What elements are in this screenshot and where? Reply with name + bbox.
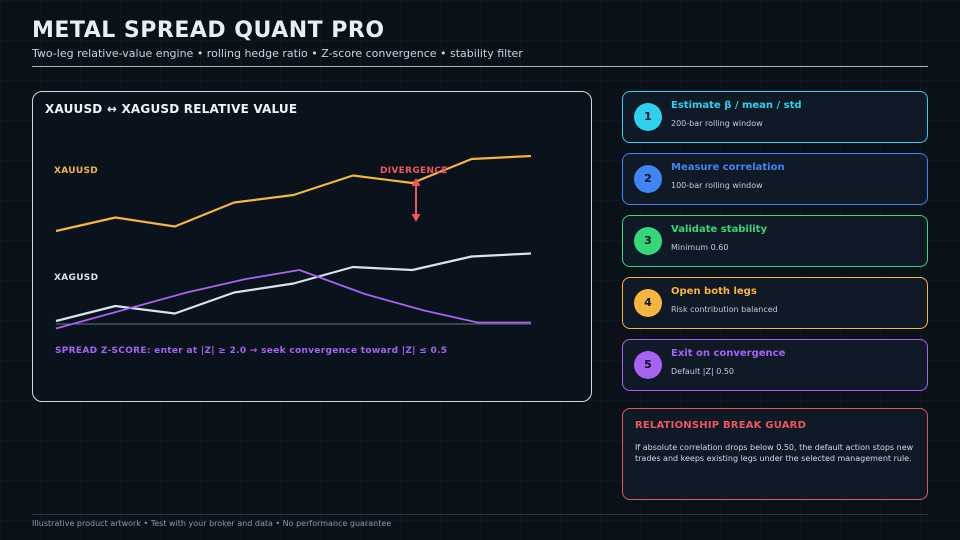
xauusd-series-line (55, 154, 532, 233)
step-number-badge: 3 (634, 227, 662, 255)
header-divider (32, 66, 928, 67)
divergence-label: DIVERGENCE (380, 166, 448, 176)
step-number-badge: 4 (634, 289, 662, 317)
page-title: METAL SPREAD QUANT PRO (32, 18, 385, 43)
divergence-arrow-head-down (411, 214, 421, 222)
step-title: Open both legs (671, 286, 757, 297)
step-number-badge: 5 (634, 351, 662, 379)
step-card-3: 3 Validate stability Minimum 0.60 (622, 215, 928, 267)
step-subtitle: 100-bar rolling window (671, 181, 763, 190)
step-title: Exit on convergence (671, 348, 786, 359)
step-subtitle: Default |Z| 0.50 (671, 367, 734, 376)
step-number-badge: 2 (634, 165, 662, 193)
divergence-arrow-head-up (411, 178, 421, 186)
zscore-caption: SPREAD Z-SCORE: enter at |Z| ≥ 2.0 → see… (55, 346, 448, 356)
relative-value-chart (55, 154, 532, 330)
step-card-2: 2 Measure correlation 100-bar rolling wind… (622, 153, 928, 205)
xagusd-label: XAGUSD (54, 273, 99, 283)
step-card-5: 5 Exit on convergence Default |Z| 0.50 (622, 339, 928, 391)
relationship-break-guard-card: RELATIONSHIP BREAK GUARD If absolute cor… (622, 408, 928, 500)
step-title: Validate stability (671, 224, 767, 235)
spread-z-score-series-line (55, 269, 531, 330)
xagusd-series-line (55, 252, 532, 323)
guard-body: If absolute correlation drops below 0.50… (635, 443, 914, 463)
step-card-4: 4 Open both legs Risk contribution balance… (622, 277, 928, 329)
step-card-1: 1 Estimate β / mean / std 200-bar rolling … (622, 91, 928, 143)
step-title: Measure correlation (671, 162, 785, 173)
step-subtitle: Minimum 0.60 (671, 243, 729, 252)
chart-panel: XAUUSD ↔ XAGUSD RELATIVE VALUE XAUUSD XA… (32, 91, 592, 402)
step-title: Estimate β / mean / std (671, 100, 802, 111)
xauusd-label: XAUUSD (54, 166, 98, 176)
page-subtitle: Two-leg relative-value engine • rolling … (32, 47, 523, 60)
guard-title: RELATIONSHIP BREAK GUARD (635, 420, 807, 431)
step-subtitle: 200-bar rolling window (671, 119, 763, 128)
footer-disclaimer: Illustrative product artwork • Test with… (32, 519, 392, 528)
step-subtitle: Risk contribution balanced (671, 305, 778, 314)
footer-divider (32, 514, 928, 515)
chart-title: XAUUSD ↔ XAGUSD RELATIVE VALUE (45, 102, 298, 116)
step-number-badge: 1 (634, 103, 662, 131)
